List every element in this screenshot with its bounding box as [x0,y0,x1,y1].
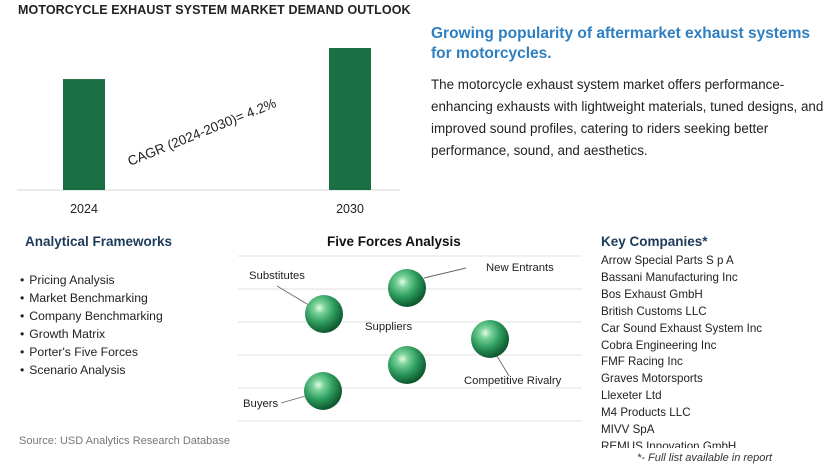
connector-lines [276,267,510,404]
companies-title: Key Companies* [601,234,708,249]
substitutes-label: Substitutes [249,270,305,282]
substitutes-sphere [305,295,343,333]
frameworks-title: Analytical Frameworks [25,234,173,249]
list-item: Bos Exhaust GmbH [601,287,703,301]
list-item: M4 Products LLC [601,406,691,420]
description: The motorcycle exhaust system market off… [431,77,824,158]
list-item: Pricing Analysis [20,271,163,289]
list-item: Growth Matrix [20,325,163,343]
suppliers-sphere [388,346,426,384]
list-item: Scenario Analysis [20,361,163,379]
bar-2024 [63,79,105,190]
competitive-rivalry-label: Competitive Rivalry [464,375,562,387]
x-tick-label: 2024 [70,202,98,216]
company-list: Arrow Special Parts S p A Bassani Manufa… [601,253,831,448]
bar-2030 [329,48,371,190]
new-entrants-label: New Entrants [486,262,554,274]
list-item: Market Benchmarking [20,289,163,307]
list-item: Company Benchmarking [20,307,162,325]
suppliers-label: Suppliers [365,321,413,333]
buyers-sphere [304,372,342,410]
headline: Growing popularity of aftermarket exhaus… [431,25,810,62]
list-item: Graves Motorsports [601,372,703,386]
five-forces-title: Five Forces Analysis [327,234,461,249]
framework-list: Pricing Analysis Market Benchmarking Com… [20,271,163,379]
chart-title: MOTORCYCLE EXHAUST SYSTEM MARKET DEMAND … [18,3,411,17]
list-item: Llexeter Ltd [601,389,662,403]
list-item: MIVV SpA [601,423,655,437]
companies-list-container: Arrow Special Parts S p A Bassani Manufa… [601,253,831,448]
five-forces-diagram [238,255,582,422]
list-item: Arrow Special Parts S p A [601,254,734,267]
competitive-rivalry-sphere [471,320,509,358]
list-item: REMUS Innovation GmbH [601,439,737,448]
list-item: Cobra Engineering Inc [601,338,717,352]
list-item: Bassani Manufacturing Inc [601,270,738,284]
list-item: Car Sound Exhaust System Inc [601,321,763,335]
full-list-note: *- Full list available in report [637,452,773,464]
x-tick-label: 2030 [336,202,364,216]
source-note: Source: USD Analytics Research Database [19,435,230,447]
list-item: Porter's Five Forces [20,343,163,361]
buyers-label: Buyers [243,398,279,410]
list-item: British Customs LLC [601,304,707,318]
new-entrants-sphere [388,269,426,307]
list-item: FMF Racing Inc [601,355,683,369]
grid-lines [238,255,582,422]
